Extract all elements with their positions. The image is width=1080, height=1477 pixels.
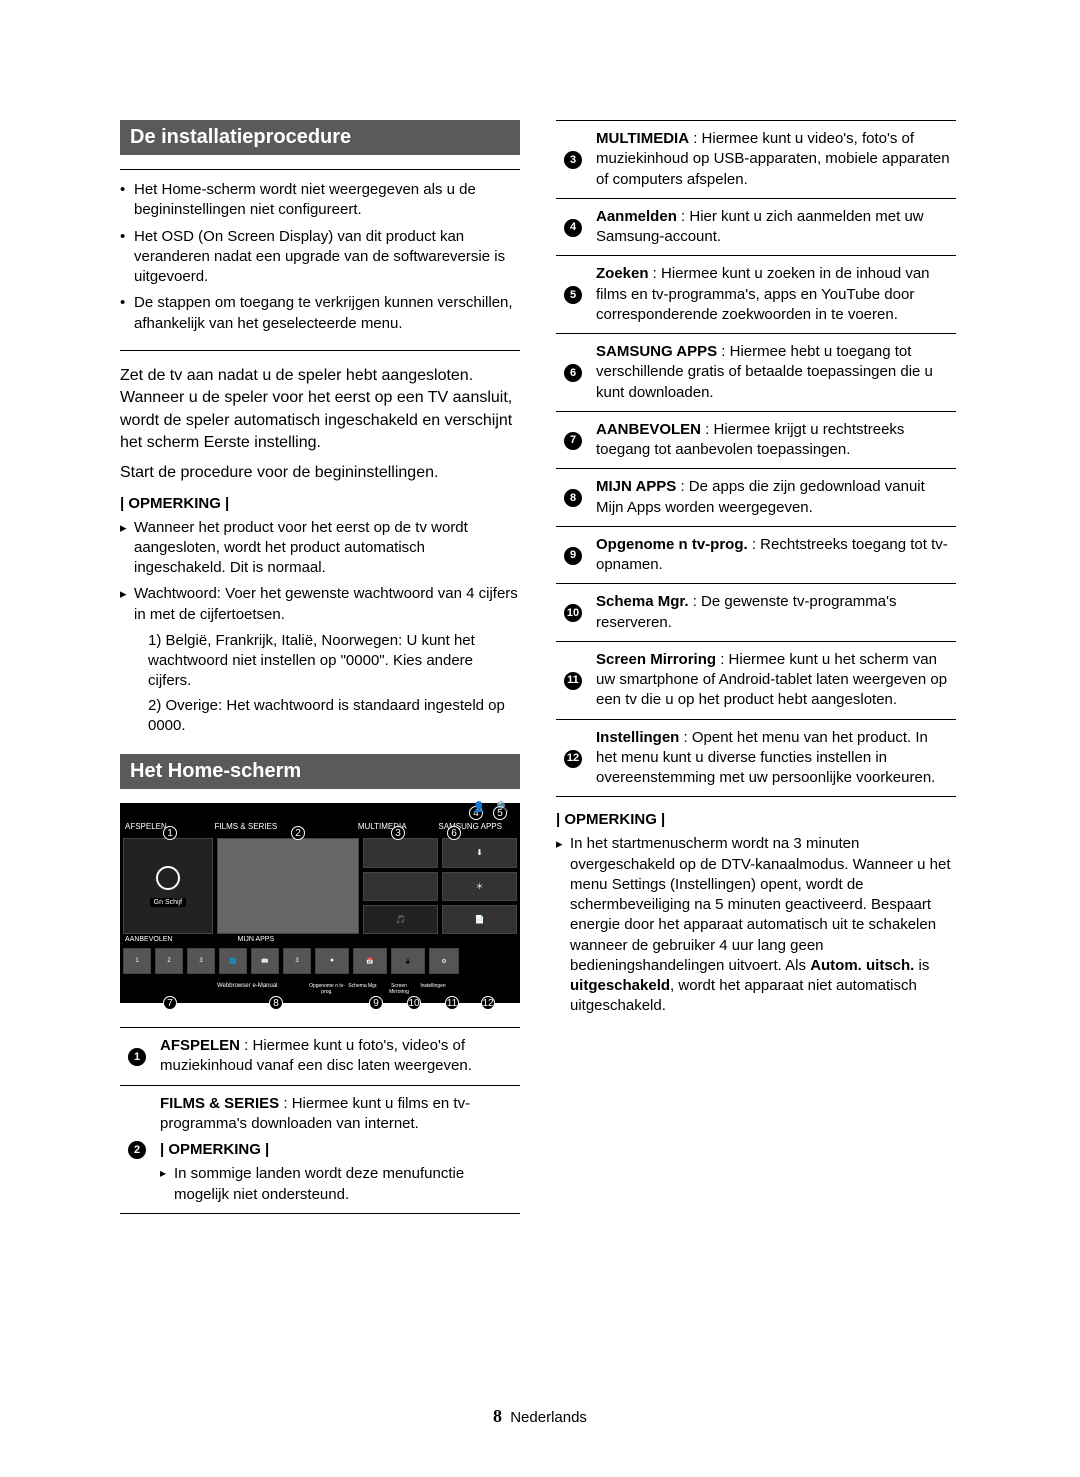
ss-label-aanbevolen: AANBEVOLEN [121, 936, 238, 946]
opmerking-list: Wanneer het product voor het eerst op de… [120, 518, 520, 625]
table-row: 8 MIJN APPS : De apps die zijn gedownloa… [556, 469, 956, 527]
def-term: FILMS & SERIES [160, 1095, 279, 1112]
table-row: 9 Opgenome n tv-prog. : Rechtstreeks toe… [556, 526, 956, 584]
install-bullet: Het Home-scherm wordt niet weergegeven a… [134, 180, 516, 221]
home-screenshot: 4 5 👤 🔍 AFSPELEN FILMS & SERIES MULTIMED… [120, 803, 520, 1003]
table-row: 7 AANBEVOLEN : Hiermee krijgt u rechtstr… [556, 411, 956, 469]
def-term: Screen Mirroring [596, 651, 716, 668]
ss-label-opgenomen: Opgenome n tv-prog. [309, 983, 345, 1002]
ss-label-mijnapps: MIJN APPS [238, 936, 519, 946]
ss-label-instellingen: Instellingen [417, 983, 449, 1002]
table-row: 10 Schema Mgr. : De gewenste tv-programm… [556, 584, 956, 642]
install-bullet: Het OSD (On Screen Display) van dit prod… [134, 227, 516, 288]
table-row: 6 SAMSUNG APPS : Hiermee hebt u toegang … [556, 334, 956, 412]
table-row: 4 Aanmelden : Hier kunt u zich aanmelden… [556, 198, 956, 256]
def-term: MIJN APPS [596, 478, 676, 495]
opmerking-item: In sommige landen wordt deze menufunctie… [160, 1164, 514, 1205]
table-row: 3 MULTIMEDIA : Hiermee kunt u video's, f… [556, 121, 956, 199]
def-num-icon: 1 [128, 1048, 146, 1066]
def-term: SAMSUNG APPS [596, 343, 717, 360]
section-title-home: Het Home-scherm [120, 754, 520, 789]
opmerking-label: | OPMERKING | [120, 495, 520, 512]
note-bold: uitgeschakeld [570, 977, 670, 994]
page-footer: 8 Nederlands [0, 1406, 1080, 1427]
table-row: 5 Zoeken : Hiermee kunt u zoeken in de i… [556, 256, 956, 334]
ss-label-gnschijf: Gn Schijf [150, 898, 186, 907]
opmerking-label: | OPMERKING | [160, 1140, 514, 1160]
install-para: Zet de tv aan nadat u de speler hebt aan… [120, 365, 520, 455]
opmerking-list: In het startmenuscherm wordt na 3 minute… [556, 834, 956, 1016]
def-term: Instellingen [596, 729, 679, 746]
table-row: 1 AFSPELEN : Hiermee kunt u foto's, vide… [120, 1028, 520, 1086]
install-para: Start de procedure voor de begininstelli… [120, 462, 520, 484]
def-num-icon: 12 [564, 750, 582, 768]
def-num-icon: 9 [564, 547, 582, 565]
table-row: 11 Screen Mirroring : Hiermee kunt u het… [556, 641, 956, 719]
opmerking-label: | OPMERKING | [556, 811, 956, 828]
opmerking-item: Wachtwoord: Voer het gewenste wachtwoord… [134, 584, 520, 625]
install-bullets: Het Home-scherm wordt niet weergegeven a… [120, 169, 520, 351]
def-term: Zoeken [596, 265, 649, 282]
def-term: Opgenome n tv-prog. [596, 536, 748, 553]
defs-table-left: 1 AFSPELEN : Hiermee kunt u foto's, vide… [120, 1027, 520, 1214]
page-language: Nederlands [510, 1409, 587, 1426]
def-num-icon: 6 [564, 364, 582, 382]
def-num-icon: 3 [564, 151, 582, 169]
defs-table-right: 3 MULTIMEDIA : Hiermee kunt u video's, f… [556, 120, 956, 797]
install-bullet: De stappen om toegang te verkrijgen kunn… [134, 293, 516, 334]
def-num-icon: 11 [564, 672, 582, 690]
def-term: AANBEVOLEN [596, 421, 701, 438]
def-num-icon: 10 [564, 604, 582, 622]
def-term: AFSPELEN [160, 1037, 240, 1054]
opmerking-item: In het startmenuscherm wordt na 3 minute… [570, 834, 956, 1016]
opmerking-sub: 2) Overige: Het wachtwoord is standaard … [148, 696, 520, 737]
note-text: In het startmenuscherm wordt na 3 minute… [570, 835, 951, 974]
section-title-install: De installatieprocedure [120, 120, 520, 155]
def-num-icon: 4 [564, 219, 582, 237]
opmerking-item: Wanneer het product voor het eerst op de… [134, 518, 520, 579]
def-num-icon: 2 [128, 1141, 146, 1159]
def-term: MULTIMEDIA [596, 130, 689, 147]
def-num-icon: 5 [564, 286, 582, 304]
table-row: 2 FILMS & SERIES : Hiermee kunt u films … [120, 1085, 520, 1213]
note-bold: Autom. uitsch. [810, 957, 914, 974]
def-num-icon: 7 [564, 432, 582, 450]
def-term: Schema Mgr. [596, 593, 689, 610]
note-text: is [914, 957, 929, 974]
table-row: 12 Instellingen : Opent het menu van het… [556, 719, 956, 797]
ss-label-webbrowser: Webbrowser [217, 983, 249, 1002]
opmerking-sub: 1) België, Frankrijk, Italië, Noorwegen:… [148, 631, 520, 692]
def-term: Aanmelden [596, 208, 677, 225]
page-number: 8 [493, 1406, 502, 1426]
ss-label-films: FILMS & SERIES [215, 822, 358, 836]
def-num-icon: 8 [564, 489, 582, 507]
